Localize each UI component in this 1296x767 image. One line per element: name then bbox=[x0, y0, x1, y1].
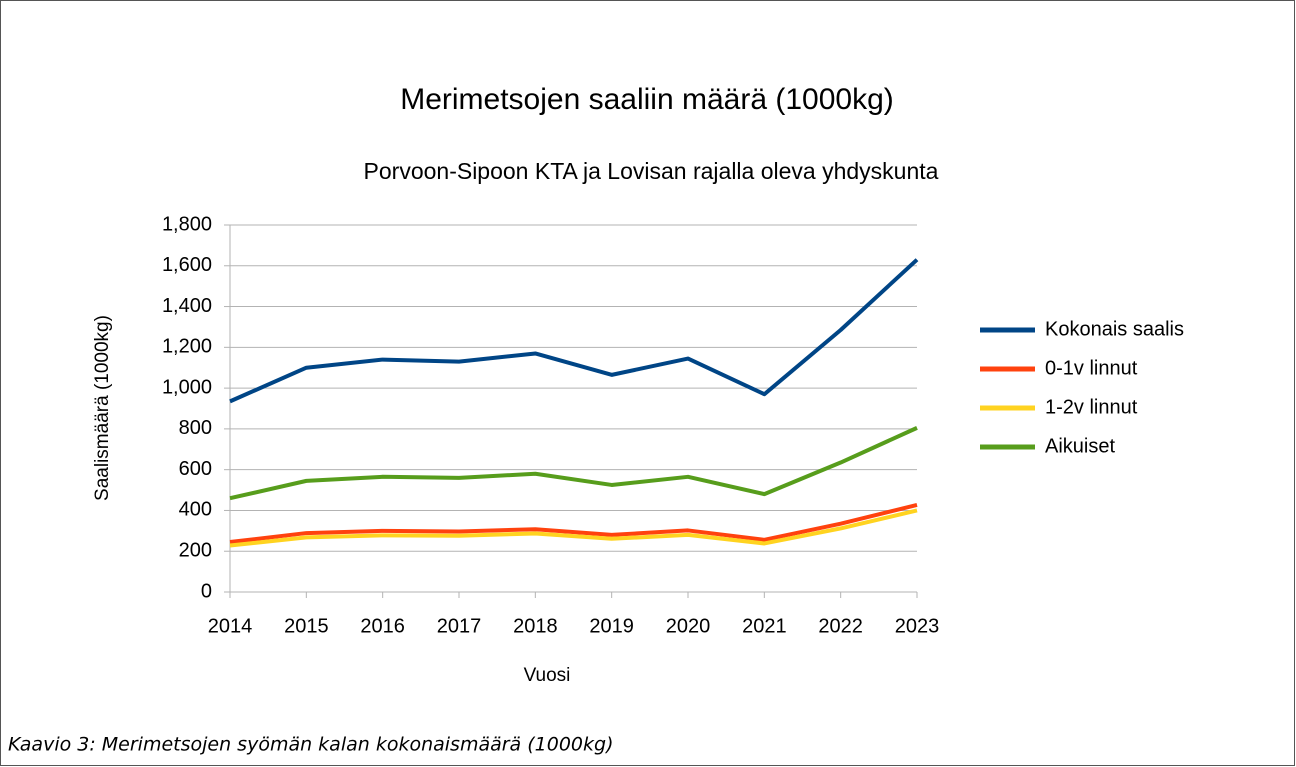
y-tick-label: 1,600 bbox=[162, 254, 212, 276]
chart-title: Merimetsojen saaliin määrä (1000kg) bbox=[400, 83, 894, 116]
y-tick-label: 1,200 bbox=[162, 336, 212, 358]
y-tick-label: 600 bbox=[179, 458, 212, 480]
y-tick-label: 400 bbox=[179, 499, 212, 521]
x-tick-label: 2022 bbox=[818, 615, 863, 637]
x-tick-label: 2023 bbox=[895, 615, 940, 637]
legend-label: 1-2v linnut bbox=[1045, 396, 1138, 418]
legend-label: Kokonais saalis bbox=[1045, 318, 1184, 340]
y-tick-label: 1,000 bbox=[162, 376, 212, 398]
y-tick-label: 0 bbox=[201, 580, 212, 602]
x-tick-label: 2021 bbox=[742, 615, 787, 637]
y-tick-label: 1,400 bbox=[162, 295, 212, 317]
x-tick-label: 2019 bbox=[589, 615, 634, 637]
legend-label: 0-1v linnut bbox=[1045, 357, 1138, 379]
legend-label: Aikuiset bbox=[1045, 435, 1115, 457]
y-tick-label: 800 bbox=[179, 417, 212, 439]
x-tick-label: 2014 bbox=[208, 615, 253, 637]
series-line bbox=[229, 508, 918, 548]
y-axis-title: Saalismäärä (1000kg) bbox=[92, 315, 113, 501]
x-tick-label: 2020 bbox=[666, 615, 711, 637]
y-tick-label: 1,800 bbox=[162, 213, 212, 235]
series-line bbox=[229, 258, 919, 404]
chart-subtitle: Porvoon-Sipoon KTA ja Lovisan rajalla ol… bbox=[364, 158, 939, 184]
x-tick-label: 2017 bbox=[437, 615, 482, 637]
x-tick-label: 2018 bbox=[513, 615, 558, 637]
caption: Kaavio 3: Merimetsojen syömän kalan koko… bbox=[8, 734, 613, 756]
series-line bbox=[229, 502, 918, 545]
x-axis-title: Vuosi bbox=[524, 665, 571, 686]
series-line bbox=[229, 426, 918, 501]
y-tick-label: 200 bbox=[179, 540, 212, 562]
x-tick-label: 2016 bbox=[360, 615, 405, 637]
x-tick-label: 2015 bbox=[284, 615, 329, 637]
